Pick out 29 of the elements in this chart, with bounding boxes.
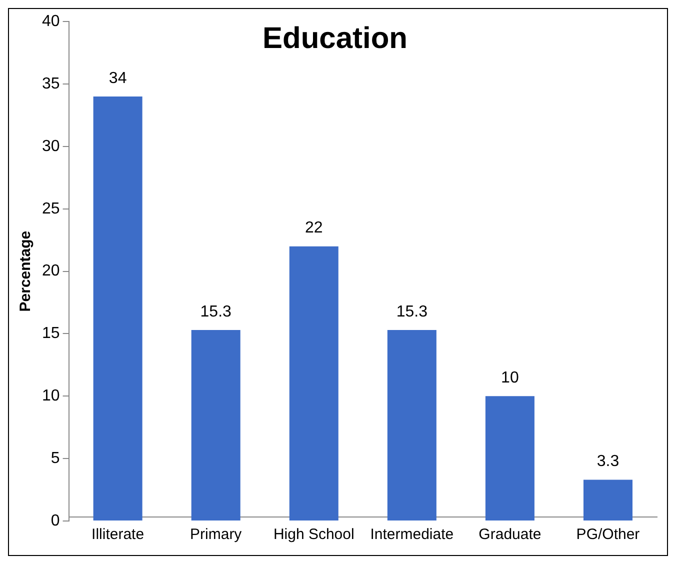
data-label: 15.3 [396, 303, 428, 320]
data-label: 10 [501, 370, 519, 387]
x-tick-label: Graduate [478, 526, 542, 544]
data-label: 3.3 [596, 453, 620, 470]
x-tick-label: PG/Other [576, 526, 640, 544]
data-label: 34 [108, 70, 127, 87]
y-tick-label: 30 [42, 138, 60, 155]
x-tick-label: Primary [190, 526, 242, 544]
y-tick-label: 25 [42, 200, 60, 218]
bar [485, 396, 534, 520]
bar [191, 330, 240, 520]
y-tick-label: 5 [50, 450, 60, 467]
data-label: 15.3 [200, 303, 232, 320]
y-axis-title: Percentage [17, 230, 34, 312]
y-tick-label: 10 [42, 388, 60, 405]
y-tick-label: 15 [42, 325, 60, 342]
x-tick-label: High School [273, 526, 354, 544]
bar [387, 330, 436, 520]
bar [289, 246, 338, 520]
y-tick-label: 0 [50, 512, 60, 530]
bar [93, 96, 142, 520]
y-tick-label: 40 [42, 13, 60, 30]
y-tick-label: 35 [42, 75, 60, 92]
data-label: 22 [304, 220, 323, 237]
bar [583, 480, 632, 520]
y-tick-label: 20 [42, 262, 60, 280]
x-tick-label: Illiterate [92, 526, 144, 544]
chart-title: Education [262, 22, 408, 55]
x-tick-label: Intermediate [370, 526, 454, 544]
